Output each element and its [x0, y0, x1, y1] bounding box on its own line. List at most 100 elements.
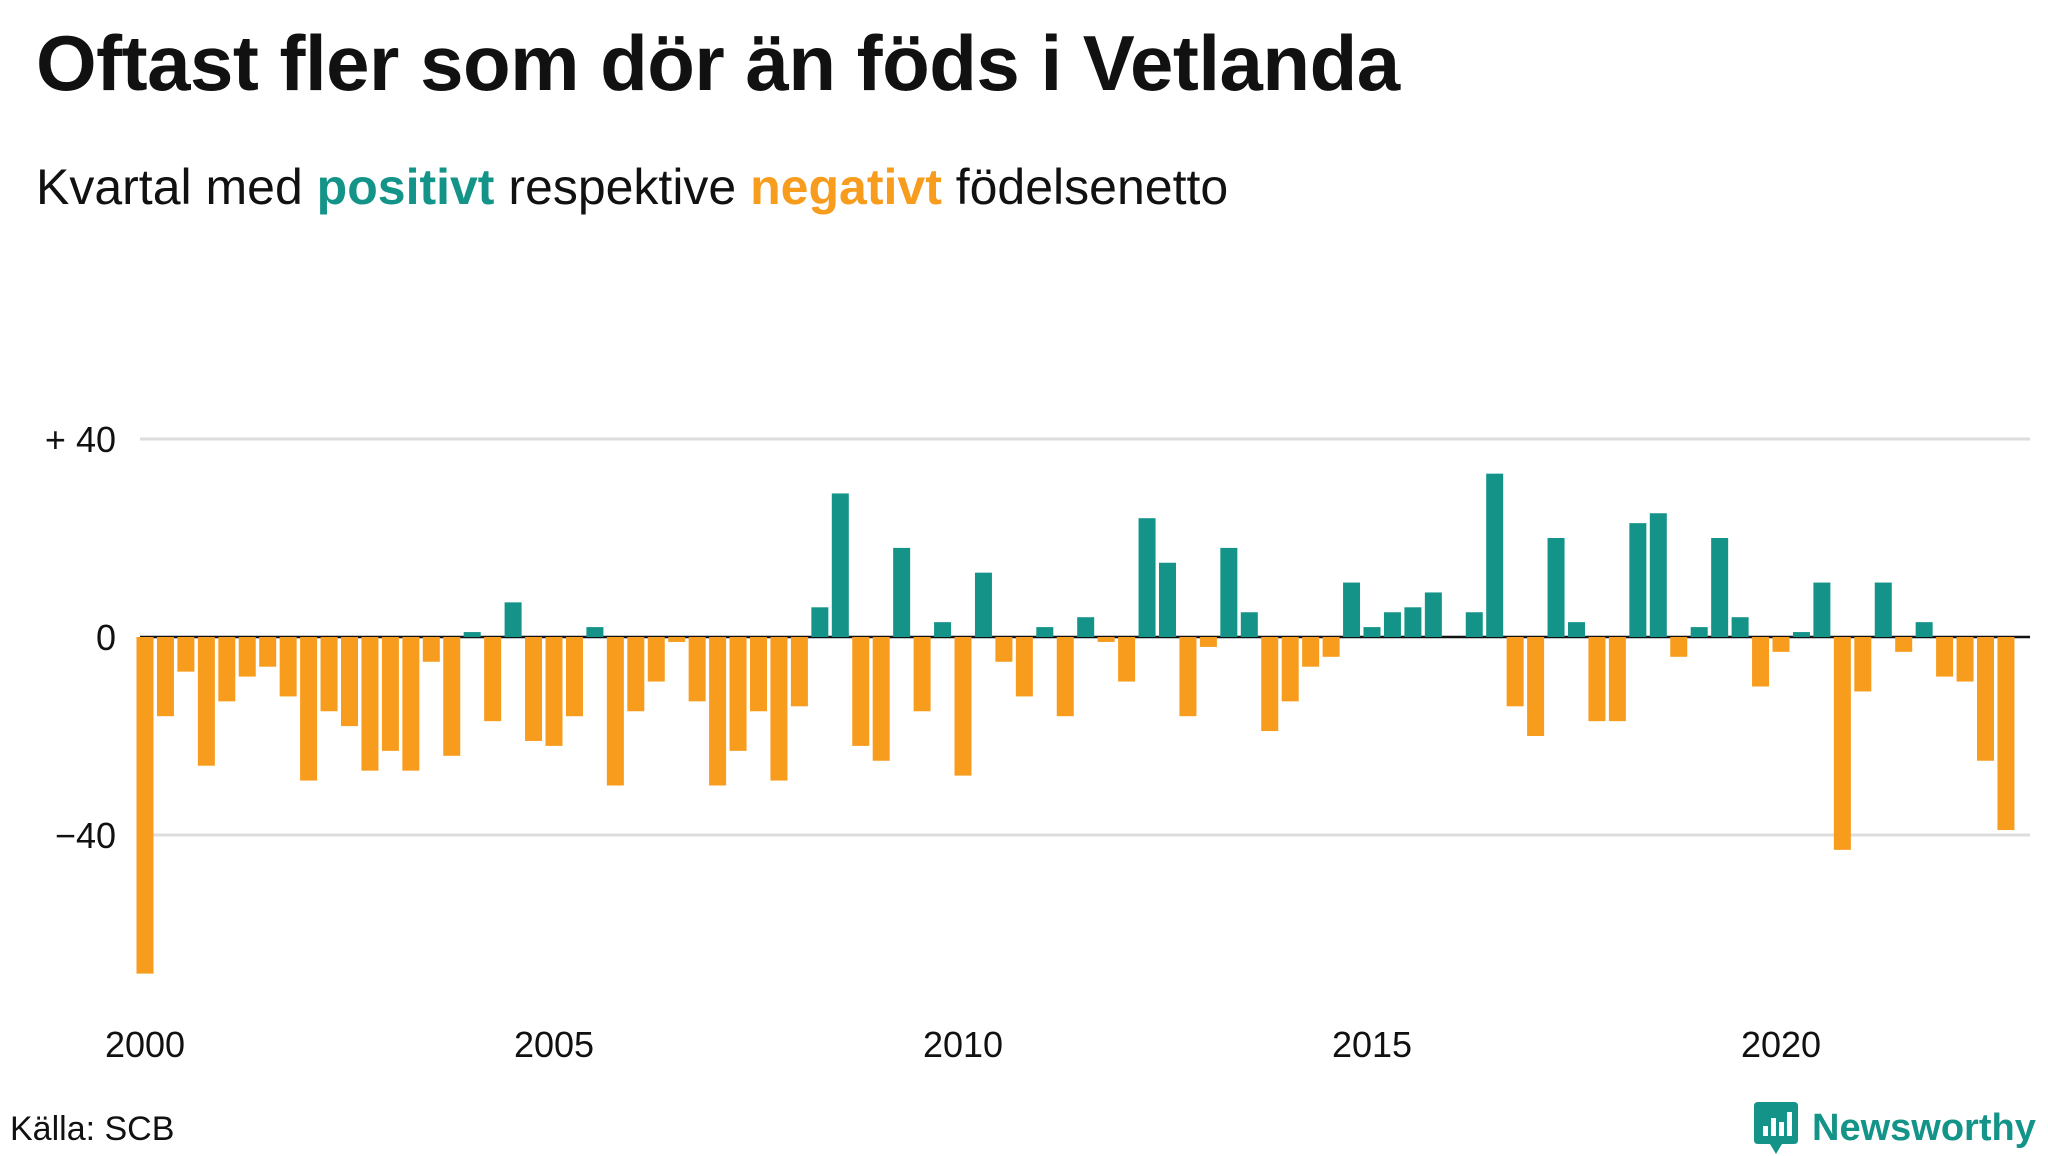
bar-positive: [1915, 622, 1933, 637]
bar-negative: [1588, 637, 1606, 722]
bar-positive: [1159, 562, 1176, 637]
bar-negative: [565, 637, 583, 717]
bar-negative: [627, 637, 645, 712]
bar-chart: + 40 0 −40 2000 2005 2010 2015 2020: [45, 419, 2030, 1065]
bar-positive: [1792, 632, 1810, 637]
bar-negative: [1527, 637, 1545, 736]
bar-positive: [1486, 473, 1504, 637]
bar-negative: [136, 637, 154, 974]
bar-positive: [1383, 612, 1401, 637]
bar-positive: [1138, 518, 1156, 637]
bar-negative: [954, 637, 972, 776]
brand-logo: Newsworthy: [1752, 1100, 2036, 1156]
bar-negative: [1302, 637, 1320, 667]
bar-positive: [1240, 612, 1258, 637]
bar-negative: [1895, 637, 1913, 652]
bar-negative: [872, 637, 890, 761]
bar-positive: [1568, 622, 1585, 637]
x-tick-label: 2010: [923, 1024, 1003, 1065]
bar-positive: [504, 602, 522, 637]
bar-negative: [1199, 637, 1217, 647]
bar-negative: [259, 637, 277, 667]
bar-negative: [1752, 637, 1770, 687]
bar-positive: [1874, 582, 1892, 637]
bar-negative: [1281, 637, 1299, 702]
bar-positive: [1711, 538, 1729, 637]
bar-negative: [545, 637, 563, 746]
bar-positive: [934, 622, 952, 637]
x-tick-label: 2020: [1741, 1024, 1821, 1065]
bar-negative: [1997, 637, 2015, 831]
bar-negative: [197, 637, 215, 766]
x-tick-label: 2015: [1332, 1024, 1412, 1065]
y-tick-label: + 40: [45, 419, 116, 460]
bar-negative: [156, 637, 174, 717]
bar-positive: [1036, 627, 1054, 637]
x-tick-label: 2005: [514, 1024, 594, 1065]
bar-positive: [831, 493, 849, 637]
bar-positive: [1813, 582, 1831, 637]
bar-negative: [770, 637, 788, 781]
subtitle-positive-word: positivt: [316, 159, 495, 215]
bar-negative: [402, 637, 420, 771]
bar-negative: [1956, 637, 1974, 682]
bar-negative: [177, 637, 195, 672]
bar-positive: [1547, 538, 1565, 637]
bar-positive: [1404, 607, 1422, 637]
subtitle-negative-word: negativt: [750, 159, 942, 215]
bar-negative: [218, 637, 236, 702]
bar-negative: [320, 637, 338, 712]
bar-negative: [279, 637, 297, 697]
bar-negative: [238, 637, 256, 677]
bar-negative: [1097, 637, 1115, 642]
bar-negative: [1833, 637, 1851, 850]
bar-positive: [1649, 513, 1667, 637]
brand-name: Newsworthy: [1812, 1106, 2036, 1149]
bar-negative: [913, 637, 931, 712]
bar-negative: [852, 637, 870, 746]
bar-negative: [1118, 637, 1136, 682]
bar-positive: [1424, 592, 1442, 637]
bar-positive: [811, 607, 829, 637]
x-tick-label: 2000: [105, 1024, 185, 1065]
bar-negative: [443, 637, 461, 756]
source-note: Källa: SCB: [10, 1110, 175, 1148]
bar-positive: [1731, 617, 1749, 637]
bar-positive: [1690, 627, 1708, 637]
axes: + 40 0 −40 2000 2005 2010 2015 2020: [45, 419, 1821, 1065]
bar-positive: [463, 632, 481, 637]
bar-negative: [1977, 637, 1994, 761]
bar-negative: [1015, 637, 1033, 697]
subtitle-prefix: Kvartal med: [36, 159, 317, 215]
bar-negative: [995, 637, 1013, 662]
bar-negative: [1506, 637, 1524, 707]
bar-negative: [1854, 637, 1872, 692]
bar-negative: [361, 637, 379, 771]
bar-negative: [1056, 637, 1074, 717]
bar-negative: [1179, 637, 1197, 717]
bar-negative: [1670, 637, 1688, 657]
bar-negative: [790, 637, 808, 707]
bar-positive: [586, 627, 604, 637]
bar-negative: [525, 637, 543, 741]
bar-negative: [1261, 637, 1279, 732]
chart-subtitle: Kvartal med positivt respektive negativt…: [36, 158, 1228, 216]
bar-positive: [974, 572, 992, 637]
bar-negative: [1936, 637, 1954, 677]
bar-negative: [668, 637, 686, 642]
y-tick-label: −40: [55, 815, 116, 856]
bar-positive: [1343, 582, 1361, 637]
bar-positive: [1220, 547, 1238, 637]
bar-positive: [1629, 523, 1647, 637]
subtitle-middle: respektive: [494, 159, 751, 215]
bar-positive: [1363, 627, 1381, 637]
bar-negative: [647, 637, 665, 682]
bar-negative: [300, 637, 318, 781]
bar-negative: [1772, 637, 1790, 652]
bar-negative: [729, 637, 747, 751]
bar-negative: [606, 637, 624, 786]
bar-negative: [484, 637, 502, 722]
bar-positive: [893, 547, 911, 637]
bar-negative: [1608, 637, 1626, 722]
bar-negative: [750, 637, 767, 712]
